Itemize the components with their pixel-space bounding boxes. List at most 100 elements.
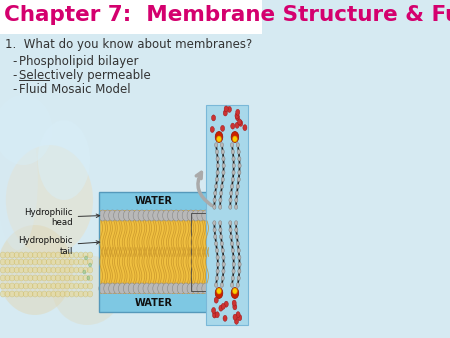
- Ellipse shape: [215, 184, 218, 189]
- Ellipse shape: [51, 259, 56, 265]
- Ellipse shape: [153, 283, 160, 294]
- Ellipse shape: [232, 156, 235, 161]
- Ellipse shape: [14, 291, 19, 297]
- Ellipse shape: [78, 267, 84, 273]
- Ellipse shape: [6, 145, 93, 255]
- Text: Hydrophobic
tail: Hydrophobic tail: [18, 236, 99, 256]
- Ellipse shape: [215, 131, 223, 143]
- Ellipse shape: [99, 210, 106, 221]
- Ellipse shape: [197, 210, 204, 221]
- Ellipse shape: [23, 291, 28, 297]
- Ellipse shape: [215, 241, 218, 246]
- Ellipse shape: [236, 283, 239, 287]
- Ellipse shape: [37, 275, 42, 281]
- Ellipse shape: [238, 119, 242, 125]
- Ellipse shape: [87, 252, 93, 258]
- Ellipse shape: [83, 283, 88, 289]
- Ellipse shape: [37, 291, 42, 297]
- Ellipse shape: [162, 210, 170, 221]
- Ellipse shape: [216, 255, 219, 260]
- Ellipse shape: [18, 267, 24, 273]
- Ellipse shape: [235, 227, 238, 232]
- Ellipse shape: [128, 283, 136, 294]
- Bar: [0, 0, 262, 34]
- Ellipse shape: [158, 283, 165, 294]
- Ellipse shape: [212, 308, 216, 313]
- Ellipse shape: [55, 275, 61, 281]
- Ellipse shape: [220, 143, 224, 147]
- Ellipse shape: [41, 275, 47, 281]
- Ellipse shape: [41, 267, 47, 273]
- Ellipse shape: [215, 283, 218, 287]
- Ellipse shape: [238, 315, 242, 321]
- Ellipse shape: [5, 259, 10, 265]
- Ellipse shape: [23, 275, 28, 281]
- Ellipse shape: [215, 288, 223, 298]
- Ellipse shape: [220, 125, 225, 131]
- Ellipse shape: [64, 275, 70, 281]
- Ellipse shape: [108, 210, 116, 221]
- Ellipse shape: [113, 283, 121, 294]
- Ellipse shape: [230, 184, 234, 189]
- Ellipse shape: [167, 210, 175, 221]
- Ellipse shape: [235, 122, 239, 128]
- Ellipse shape: [14, 283, 19, 289]
- Ellipse shape: [18, 259, 24, 265]
- Ellipse shape: [158, 210, 165, 221]
- Ellipse shape: [237, 150, 240, 154]
- Ellipse shape: [230, 235, 233, 239]
- Ellipse shape: [216, 269, 219, 273]
- Ellipse shape: [202, 210, 209, 221]
- Ellipse shape: [232, 262, 235, 267]
- Ellipse shape: [18, 291, 24, 297]
- Ellipse shape: [9, 291, 15, 297]
- Ellipse shape: [18, 252, 24, 258]
- Ellipse shape: [74, 259, 79, 265]
- Ellipse shape: [215, 312, 219, 318]
- Ellipse shape: [32, 267, 38, 273]
- Ellipse shape: [74, 291, 79, 297]
- Ellipse shape: [87, 267, 93, 273]
- Ellipse shape: [69, 291, 74, 297]
- Ellipse shape: [28, 283, 33, 289]
- Ellipse shape: [231, 131, 239, 143]
- Ellipse shape: [216, 248, 219, 253]
- Ellipse shape: [236, 312, 240, 318]
- Ellipse shape: [5, 275, 10, 281]
- Ellipse shape: [238, 170, 241, 175]
- Ellipse shape: [232, 255, 235, 260]
- Ellipse shape: [217, 288, 221, 294]
- Ellipse shape: [235, 235, 239, 239]
- Ellipse shape: [231, 177, 234, 182]
- Ellipse shape: [60, 291, 65, 297]
- Ellipse shape: [32, 275, 38, 281]
- Text: 1.  What do you know about membranes?: 1. What do you know about membranes?: [4, 38, 252, 51]
- Ellipse shape: [219, 221, 222, 225]
- Ellipse shape: [177, 283, 185, 294]
- Ellipse shape: [37, 259, 42, 265]
- Ellipse shape: [83, 270, 86, 274]
- Text: -: -: [13, 69, 17, 82]
- Ellipse shape: [60, 259, 65, 265]
- Ellipse shape: [230, 191, 233, 195]
- Ellipse shape: [74, 252, 79, 258]
- Text: WATER: WATER: [135, 196, 173, 206]
- Ellipse shape: [232, 170, 235, 175]
- Ellipse shape: [41, 283, 47, 289]
- Ellipse shape: [212, 312, 216, 318]
- Ellipse shape: [238, 269, 241, 273]
- Ellipse shape: [83, 275, 88, 281]
- Ellipse shape: [221, 177, 225, 182]
- Ellipse shape: [28, 252, 33, 258]
- Ellipse shape: [60, 283, 65, 289]
- Ellipse shape: [9, 275, 15, 281]
- Ellipse shape: [60, 275, 65, 281]
- Ellipse shape: [0, 225, 73, 315]
- Ellipse shape: [148, 210, 155, 221]
- Ellipse shape: [233, 288, 237, 294]
- Ellipse shape: [197, 283, 204, 294]
- Ellipse shape: [222, 269, 225, 273]
- Ellipse shape: [0, 252, 5, 258]
- Ellipse shape: [143, 210, 151, 221]
- Ellipse shape: [118, 210, 126, 221]
